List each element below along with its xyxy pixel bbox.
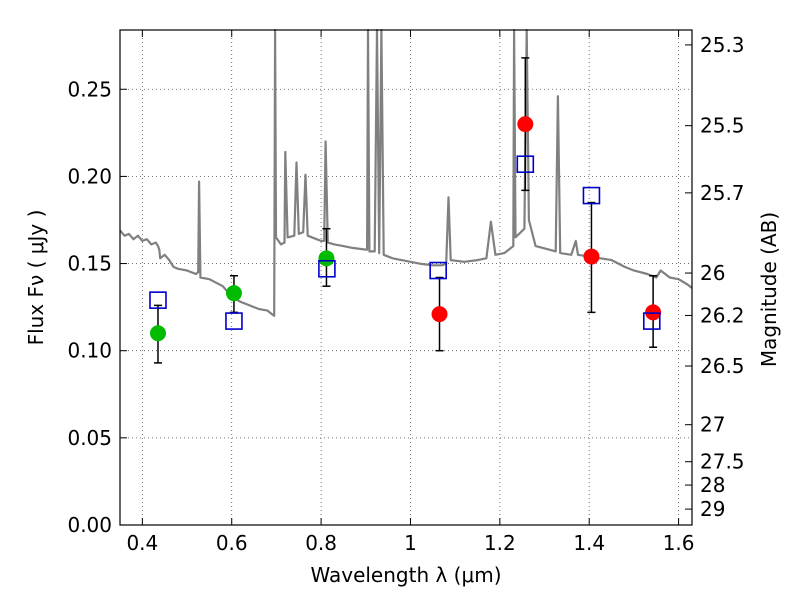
x-tick-label: 1.2: [484, 531, 516, 555]
x-tick-label: 0.4: [126, 531, 158, 555]
data-point: [225, 285, 242, 302]
y-axis-title: Flux Fν ( μJy ): [24, 210, 48, 346]
data-point: [583, 248, 600, 265]
y-tick-label: 0.20: [67, 164, 112, 188]
model-box-point: [429, 261, 447, 280]
x-tick-label: 1: [404, 531, 417, 555]
mag-tick-label: 26.2: [700, 303, 745, 327]
mag-tick-label: 29: [700, 497, 725, 521]
y-tick-label: 0.15: [67, 252, 112, 276]
mag-tick-label: 27: [700, 413, 725, 437]
model-box-point: [642, 312, 661, 330]
data-points: [149, 57, 662, 364]
mag-tick-label: 25.3: [700, 33, 745, 57]
model-box-point: [225, 312, 243, 330]
axis-ticks: 0.4 0.6 0.8 1 1.2 1.4 1.6 0.00 0.05 0.10 0.15 0.20 0…: [67, 30, 745, 555]
x-tick-label: 0.6: [216, 531, 248, 555]
data-point: [318, 250, 335, 267]
mag-tick-label: 26: [700, 261, 725, 285]
model-spectrum-line: [119, 28, 693, 317]
y-tick-label: 0.05: [67, 426, 112, 450]
grid: [120, 30, 692, 525]
y-tick-label: 0.25: [67, 77, 112, 101]
mag-tick-label: 25.5: [700, 114, 745, 138]
data-point: [517, 116, 534, 133]
x-axis-title: Wavelength λ (μm): [310, 563, 501, 587]
x-tick-label: 1.6: [663, 531, 695, 555]
x-tick-label: 1.4: [573, 531, 605, 555]
model-box-point: [149, 291, 167, 309]
mag-tick-label: 25.7: [700, 181, 745, 205]
model-spectrum: [119, 28, 693, 317]
model-box-point: [318, 259, 336, 278]
x-tick-label: 0.8: [305, 531, 337, 555]
y-tick-label: 0.00: [67, 513, 112, 537]
model-box-point: [582, 186, 601, 205]
model-box-point: [516, 155, 535, 174]
data-point: [149, 325, 166, 342]
data-point: [431, 306, 448, 323]
y-tick-label: 0.10: [67, 339, 112, 363]
mag-tick-label: 28: [700, 473, 725, 497]
mag-tick-label: 27.5: [700, 450, 745, 474]
mag-tick-label: 26.5: [700, 354, 745, 378]
y2-axis-title: Magnitude (AB): [757, 212, 781, 367]
plot-frame: [119, 29, 693, 526]
